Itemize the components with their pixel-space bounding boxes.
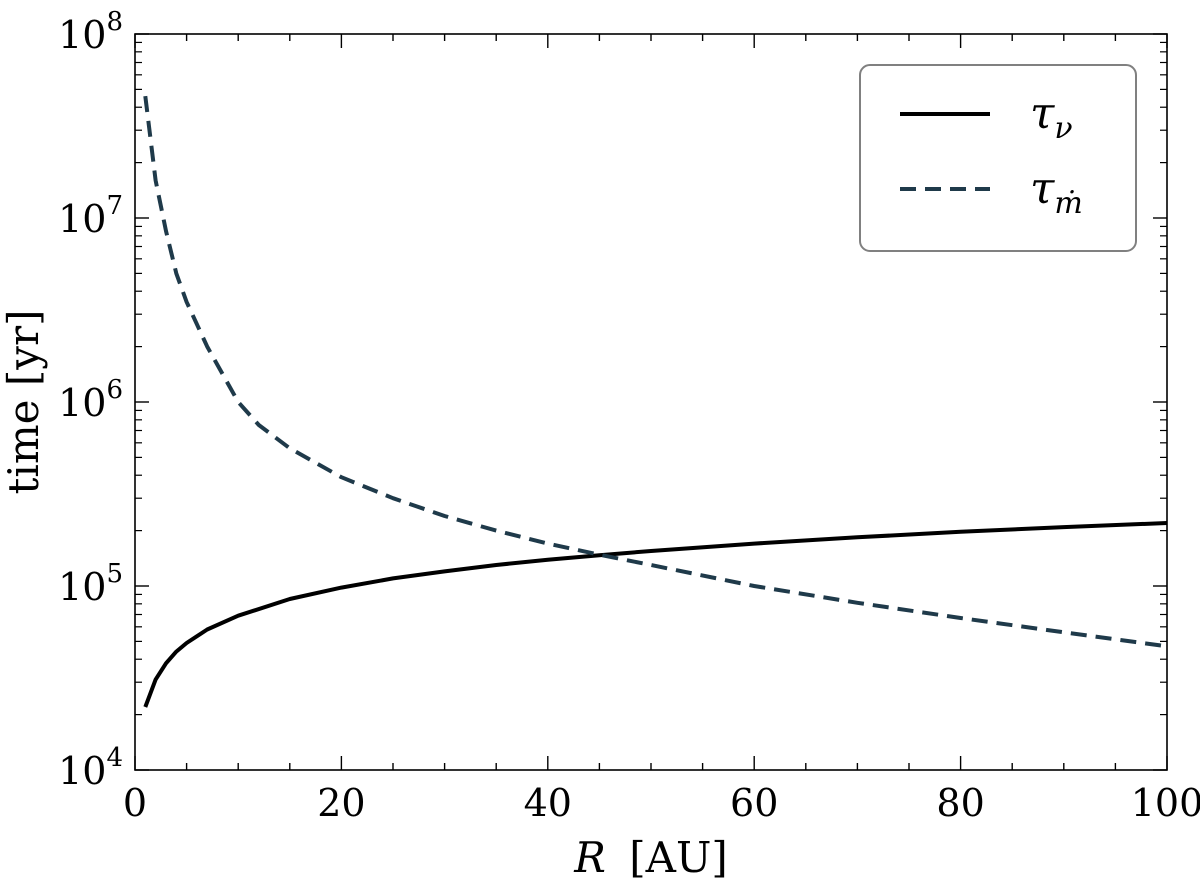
x-axis-label: R [AU] <box>573 833 727 882</box>
tick-labels: 0 20 40 60 80 100 104 105 106 107 108 <box>58 7 1200 825</box>
y-tick-label: 107 <box>58 191 123 241</box>
x-axis-unit: [AU] <box>629 833 728 882</box>
x-tick-label: 100 <box>1131 781 1200 825</box>
legend-label-tau-nu: τν <box>1030 88 1073 146</box>
plot-area <box>143 95 1168 708</box>
x-tick-label: 60 <box>730 781 778 825</box>
series-line-tau-mdot <box>143 95 1168 649</box>
legend: τν τṁ <box>859 64 1137 252</box>
x-tick-label: 80 <box>936 781 984 825</box>
y-tick-label: 108 <box>58 7 123 57</box>
series-line-tau-nu <box>143 521 1168 708</box>
y-axis-label: time [yr] <box>0 310 48 495</box>
legend-box <box>859 64 1137 252</box>
y-tick-label: 104 <box>58 743 123 793</box>
y-tick-label: 105 <box>58 559 123 609</box>
legend-label-tau-mdot: τṁ <box>1030 163 1083 221</box>
x-tick-label: 40 <box>524 781 572 825</box>
axis-ticks <box>134 33 1168 771</box>
x-axis-variable: R <box>573 833 606 882</box>
y-tick-label: 106 <box>58 375 123 425</box>
plot-frame <box>134 33 1168 771</box>
x-tick-label: 20 <box>317 781 365 825</box>
x-tick-label: 0 <box>123 781 147 825</box>
